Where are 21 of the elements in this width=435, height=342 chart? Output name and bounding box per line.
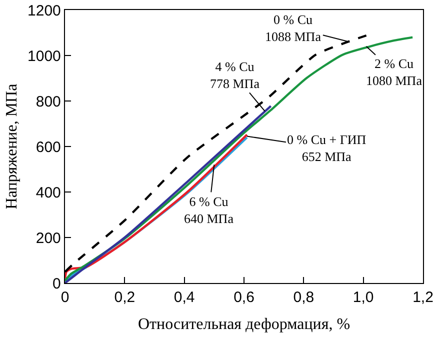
y-tick-label: 800	[36, 93, 61, 110]
x-axis-title: Относительная деформация, %	[138, 316, 350, 333]
y-tick-label: 200	[36, 230, 61, 247]
annotation: 6 % Cu 640 МПа	[184, 194, 234, 226]
y-tick-label: 0	[52, 275, 61, 292]
y-axis-title: Напряжение, МПа	[3, 84, 20, 210]
annotation: 0 % Cu + ГИП 652 МПа	[287, 132, 366, 164]
y-tick-label: 600	[36, 138, 61, 156]
x-tick-label: 0,8	[293, 289, 314, 306]
annotation: 2 % Cu 1080 МПа	[366, 56, 422, 88]
x-tick-label: 0,6	[234, 289, 254, 306]
annotation: 4 % Cu 778 МПа	[210, 59, 260, 91]
y-tick-label: 1200	[28, 2, 61, 20]
y-tick-label: 1000	[28, 48, 61, 65]
line-series	[65, 104, 272, 283]
x-tick-label: 1,2	[412, 289, 434, 306]
x-tick-label: 0,4	[174, 289, 195, 306]
y-tick-label: 400	[36, 184, 61, 202]
x-tick-label: 1,0	[352, 289, 374, 306]
annotation: 0 % Cu 1088 МПа	[265, 12, 322, 44]
x-tick-label: 0,2	[114, 289, 136, 306]
